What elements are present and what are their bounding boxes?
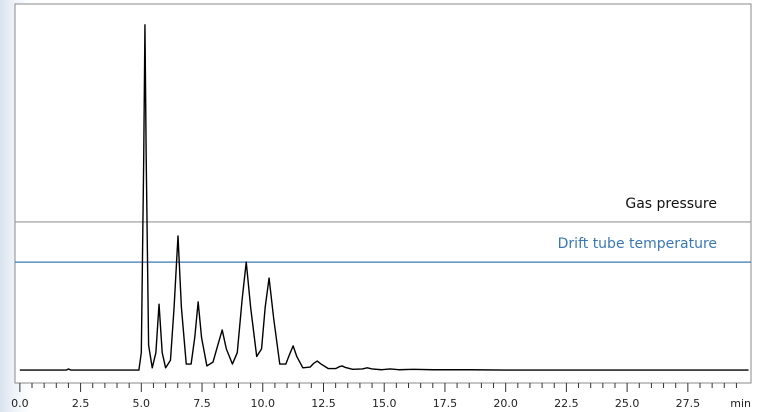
x-tick-label: 5.0 — [133, 397, 151, 410]
signal-trace — [19, 24, 749, 371]
x-tick-label: 12.5 — [311, 397, 336, 410]
x-tick-label: 15.0 — [372, 397, 397, 410]
x-tick-label: 20.0 — [493, 397, 518, 410]
x-axis-label: min — [730, 397, 751, 410]
x-tick-label: 7.5 — [193, 397, 211, 410]
reference-label: Gas pressure — [625, 196, 717, 212]
x-tick-label: 17.5 — [433, 397, 458, 410]
reference-label: Drift tube temperature — [558, 236, 717, 252]
x-tick-label: 10.0 — [251, 397, 276, 410]
x-tick-label: 25.0 — [615, 397, 640, 410]
x-tick-label: 0.0 — [11, 397, 29, 410]
x-tick-label: 2.5 — [72, 397, 90, 410]
x-tick-label: 27.5 — [676, 397, 701, 410]
plot-area — [14, 3, 752, 384]
x-tick-label: 22.5 — [554, 397, 579, 410]
